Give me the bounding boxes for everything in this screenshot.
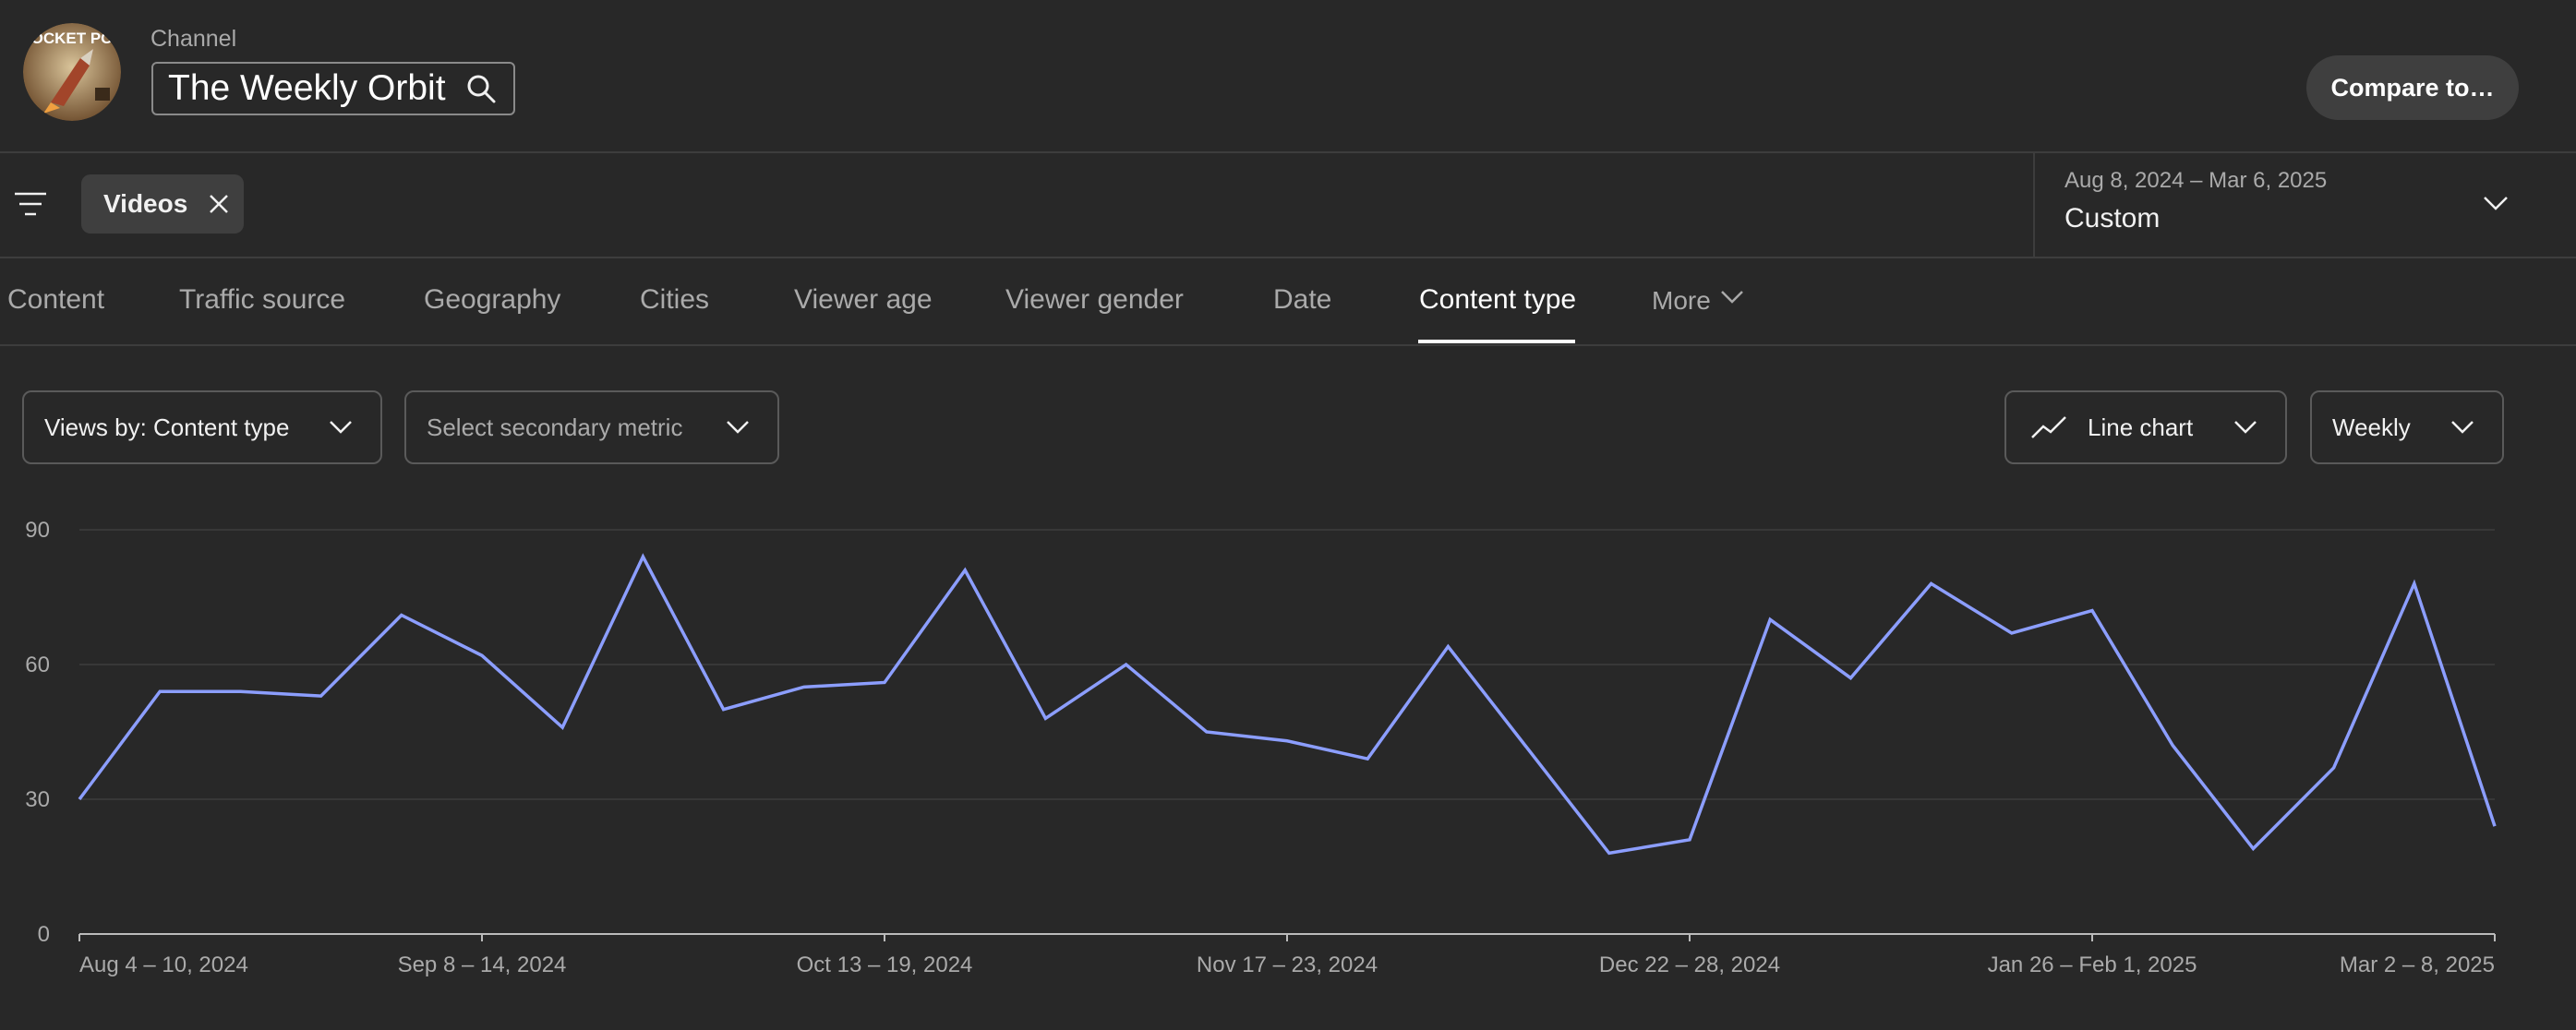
tab-content-type[interactable]: Content type (1419, 284, 1577, 315)
data-point[interactable] (392, 605, 411, 624)
data-point[interactable] (473, 646, 491, 665)
x-tick-label: Aug 4 – 10, 2024 (79, 952, 248, 977)
data-point[interactable] (1600, 844, 1619, 862)
data-point[interactable] (715, 701, 733, 719)
chart-points[interactable] (70, 547, 2504, 862)
active-tab-indicator (1418, 340, 1575, 343)
channel-label: Channel (150, 26, 237, 52)
chart-x-axis: Aug 4 – 10, 2024 Sep 8 – 14, 2024 Oct 13 –… (78, 934, 2496, 977)
x-tick-label: Oct 13 – 19, 2024 (797, 952, 973, 977)
tab-date[interactable]: Date (1273, 284, 1332, 315)
data-point[interactable] (1841, 669, 1860, 688)
compare-button[interactable]: Compare to… (2306, 55, 2519, 120)
chart-type-dropdown[interactable]: Line chart (2004, 390, 2287, 464)
views-line-chart[interactable]: 0 30 60 90 Aug 4 – 10, 2024 Sep 8 – 14, 2024… (0, 498, 2576, 997)
tab-geography[interactable]: Geography (424, 284, 561, 315)
filter-chip-label: Videos (103, 189, 188, 218)
interval-label: Weekly (2332, 413, 2411, 441)
chevron-down-icon (2234, 421, 2257, 434)
data-point[interactable] (1278, 732, 1296, 750)
y-tick-label: 30 (25, 787, 50, 812)
data-point[interactable] (150, 682, 169, 701)
data-point[interactable] (1117, 655, 1136, 674)
tab-viewer-gender[interactable]: Viewer gender (1005, 284, 1184, 315)
filter-icon[interactable] (13, 190, 48, 218)
chevron-down-icon (2451, 421, 2474, 434)
data-point[interactable] (231, 682, 249, 701)
secondary-metric-dropdown[interactable]: Select secondary metric (404, 390, 779, 464)
interval-dropdown[interactable]: Weekly (2310, 390, 2504, 464)
data-point[interactable] (2083, 602, 2101, 620)
data-point[interactable] (1036, 709, 1054, 727)
data-point[interactable] (2405, 574, 2424, 593)
data-point[interactable] (875, 673, 894, 691)
tab-more[interactable]: More (1652, 286, 1711, 315)
date-divider (2033, 151, 2035, 257)
metric-dropdown-label: Views by: Content type (44, 413, 290, 441)
data-point[interactable] (553, 718, 572, 737)
x-tick-label: Dec 22 – 28, 2024 (1599, 952, 1780, 977)
data-point[interactable] (1358, 749, 1377, 768)
channel-avatar-image: ROCKET POD (23, 23, 121, 121)
data-point[interactable] (1761, 610, 1779, 629)
data-point[interactable] (2244, 840, 2262, 858)
close-icon[interactable] (208, 193, 230, 215)
line-chart-icon (2031, 416, 2066, 438)
filter-divider (0, 257, 2576, 258)
x-tick-label: Nov 17 – 23, 2024 (1197, 952, 1378, 977)
chart-type-label: Line chart (2088, 413, 2194, 441)
data-point[interactable] (312, 687, 331, 705)
date-preset[interactable]: Custom (2064, 203, 2161, 234)
chevron-down-icon (727, 421, 749, 434)
tabs-divider (0, 344, 2576, 346)
channel-name: The Weekly Orbit (168, 68, 446, 108)
chevron-down-icon[interactable] (1719, 289, 1745, 305)
metric-dropdown[interactable]: Views by: Content type (22, 390, 382, 464)
y-tick-label: 60 (25, 653, 50, 677)
chevron-down-icon (330, 421, 352, 434)
tab-traffic-source[interactable]: Traffic source (179, 284, 346, 315)
chart-grid: 0 30 60 90 (25, 518, 2495, 947)
x-tick-label: Sep 8 – 14, 2024 (398, 952, 567, 977)
data-point[interactable] (1680, 831, 1699, 849)
data-point[interactable] (2486, 817, 2504, 835)
data-point[interactable] (70, 790, 89, 808)
data-point[interactable] (795, 677, 813, 696)
tab-cities[interactable]: Cities (640, 284, 710, 315)
search-icon[interactable] (464, 72, 498, 105)
chevron-down-icon[interactable] (2482, 194, 2510, 212)
data-point[interactable] (2325, 759, 2343, 777)
tab-viewer-age[interactable]: Viewer age (794, 284, 933, 315)
channel-avatar[interactable]: ROCKET POD (23, 23, 121, 121)
x-tick-label: Mar 2 – 8, 2025 (2340, 952, 2495, 977)
channel-selector[interactable]: The Weekly Orbit (151, 62, 515, 115)
avatar-logo-text: ROCKET POD (23, 30, 121, 47)
filter-chip-videos[interactable]: Videos (81, 174, 244, 234)
data-point[interactable] (2163, 737, 2182, 755)
data-point[interactable] (1520, 740, 1538, 759)
y-tick-label: 0 (38, 922, 50, 947)
data-point[interactable] (1438, 638, 1457, 656)
views-series-line[interactable] (78, 553, 2497, 856)
x-tick-label: Jan 26 – Feb 1, 2025 (1988, 952, 2197, 977)
data-point[interactable] (956, 561, 974, 580)
date-range[interactable]: Aug 8, 2024 – Mar 6, 2025 (2064, 168, 2328, 193)
data-point[interactable] (2003, 624, 2021, 642)
chart-series[interactable] (78, 553, 2497, 856)
secondary-metric-placeholder: Select secondary metric (427, 413, 683, 441)
tab-content[interactable]: Content (7, 284, 105, 315)
y-tick-label: 90 (25, 518, 50, 543)
header-divider (0, 151, 2576, 153)
data-point[interactable] (633, 547, 652, 566)
data-point[interactable] (1198, 723, 1216, 741)
data-point[interactable] (1922, 574, 1941, 593)
